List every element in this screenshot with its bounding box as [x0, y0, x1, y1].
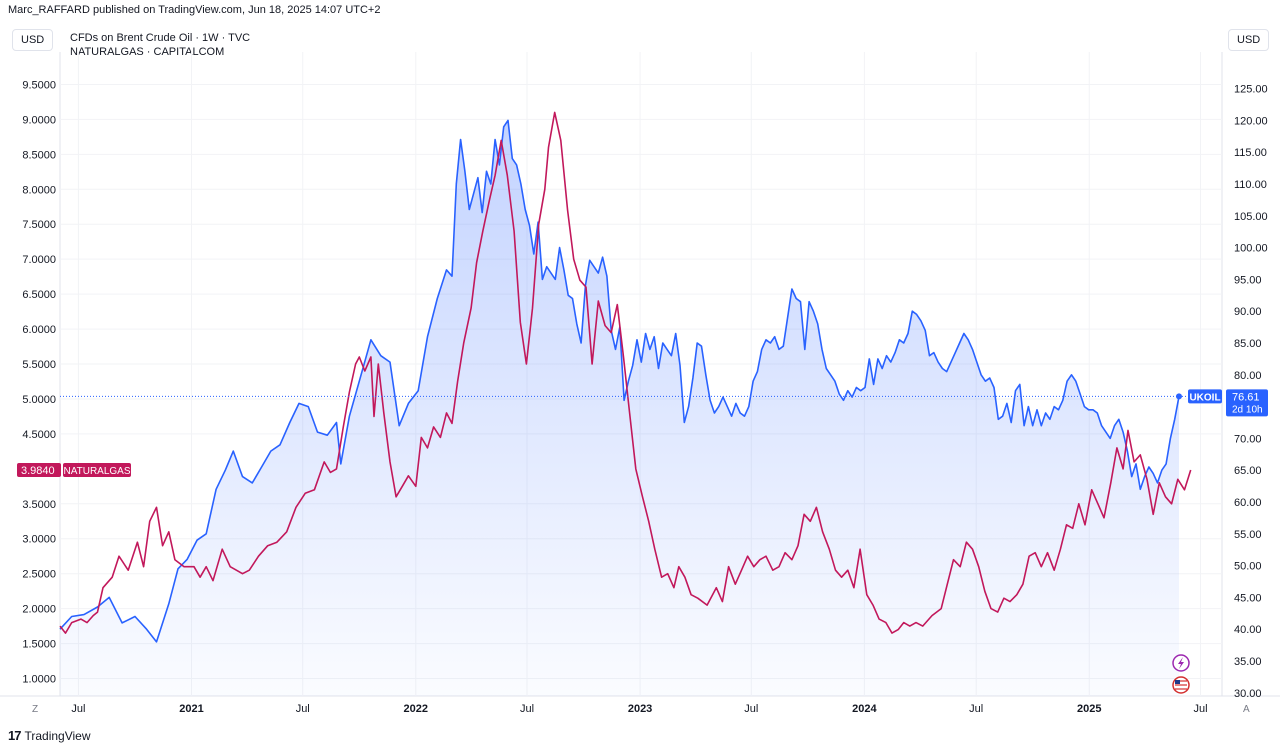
left-axis-tick: 6.0000 [22, 324, 56, 336]
naturalgas-name-label: NATURALGAS [63, 466, 130, 477]
series-line-naturalgas [59, 111, 1192, 634]
ukoil-price-tag [1226, 389, 1268, 417]
ukoil-name-tag [1188, 389, 1222, 404]
time-axis-tick: 2022 [404, 703, 428, 715]
time-axis-tick: 2024 [852, 703, 877, 715]
right-axis-tick: 45.00 [1234, 592, 1262, 604]
right-axis-tick: 50.00 [1234, 561, 1262, 573]
flag-canton [1175, 680, 1180, 684]
left-axis-tick: 1.0000 [22, 674, 56, 686]
right-axis-tick: 70.00 [1234, 433, 1262, 445]
left-axis-tick: 6.5000 [22, 289, 56, 301]
chart-legend: CFDs on Brent Crude Oil · 1W · TVC NATUR… [70, 31, 250, 59]
left-axis-tick: 7.0000 [22, 254, 56, 266]
right-axis-tick: 105.00 [1234, 211, 1268, 223]
naturalgas-name-tag [63, 462, 131, 477]
series-line-ukoil [59, 119, 1180, 643]
time-axis-tick: Jul [520, 703, 534, 715]
auto-scale-a-button[interactable]: A [1243, 704, 1250, 715]
ukoil-countdown-label: 2d 10h [1232, 404, 1263, 415]
time-axis-tick: Jul [744, 703, 758, 715]
left-unit-button[interactable]: USD [12, 29, 54, 51]
right-axis-tick: 100.00 [1234, 243, 1268, 255]
time-axis-tick: Jul [71, 703, 85, 715]
right-axis-tick: 90.00 [1234, 306, 1262, 318]
auto-scale-z-button[interactable]: Z [32, 704, 39, 715]
ukoil-last-point [1175, 393, 1182, 400]
right-axis-tick: 35.00 [1234, 656, 1262, 668]
time-axis-tick: Jul [969, 703, 983, 715]
right-axis-tick: 55.00 [1234, 529, 1262, 541]
ukoil-name-label: UKOIL [1189, 392, 1220, 403]
left-axis-tick: 4.5000 [22, 429, 56, 441]
right-axis-tick: 85.00 [1234, 338, 1262, 350]
left-axis-tick: 9.0000 [22, 114, 56, 126]
footer-brand: 17 TradingView [8, 728, 91, 743]
legend-ukoil[interactable]: CFDs on Brent Crude Oil · 1W · TVC [70, 32, 251, 44]
right-axis-tick: 110.00 [1234, 179, 1267, 191]
left-axis-tick: 1.5000 [22, 639, 56, 651]
time-axis-tick: 2025 [1077, 703, 1101, 715]
right-axis-tick: 95.00 [1234, 274, 1262, 286]
left-axis-tick: 5.0000 [22, 394, 56, 406]
flash-icon-glyph [1178, 657, 1184, 669]
left-axis-tick: 9.5000 [22, 79, 56, 91]
right-axis-tick: 65.00 [1234, 465, 1262, 477]
left-axis-tick: 8.0000 [22, 184, 56, 196]
published-caption: Marc_RAFFARD published on TradingView.co… [8, 4, 381, 16]
right-axis-tick: 125.00 [1234, 84, 1268, 96]
naturalgas-price-label: 3.9840 [21, 465, 55, 477]
left-axis-tick: 5.5000 [22, 359, 56, 371]
right-axis-tick: 120.00 [1234, 115, 1268, 127]
left-axis-tick: 7.5000 [22, 219, 56, 231]
naturalgas-price-tag [17, 462, 61, 477]
left-axis-tick: 3.5000 [22, 499, 56, 511]
series-area-ukoil [60, 120, 1179, 696]
legend-naturalgas[interactable]: NATURALGAS · CAPITALCOM [70, 46, 225, 58]
ukoil-price-label: 76.61 [1232, 391, 1260, 403]
right-unit-button[interactable]: USD [1228, 29, 1270, 51]
tradingview-logo-icon: 17 [8, 728, 22, 743]
right-axis-tick: 80.00 [1234, 370, 1262, 382]
right-axis-tick: 60.00 [1234, 497, 1262, 509]
left-axis-tick: 3.0000 [22, 534, 56, 546]
time-axis-tick: 2021 [179, 703, 203, 715]
left-axis-tick: 8.5000 [22, 149, 56, 161]
time-axis-tick: Jul [296, 703, 310, 715]
time-axis-tick: 2023 [628, 703, 652, 715]
right-axis-tick: 30.00 [1234, 688, 1262, 700]
right-axis-tick: 115.00 [1234, 147, 1267, 159]
right-axis-tick: 40.00 [1234, 624, 1262, 636]
left-axis-tick: 2.5000 [22, 569, 56, 581]
time-axis-tick: Jul [1193, 703, 1207, 715]
left-axis-tick: 2.0000 [22, 604, 56, 616]
brand-name: TradingView [24, 728, 91, 743]
